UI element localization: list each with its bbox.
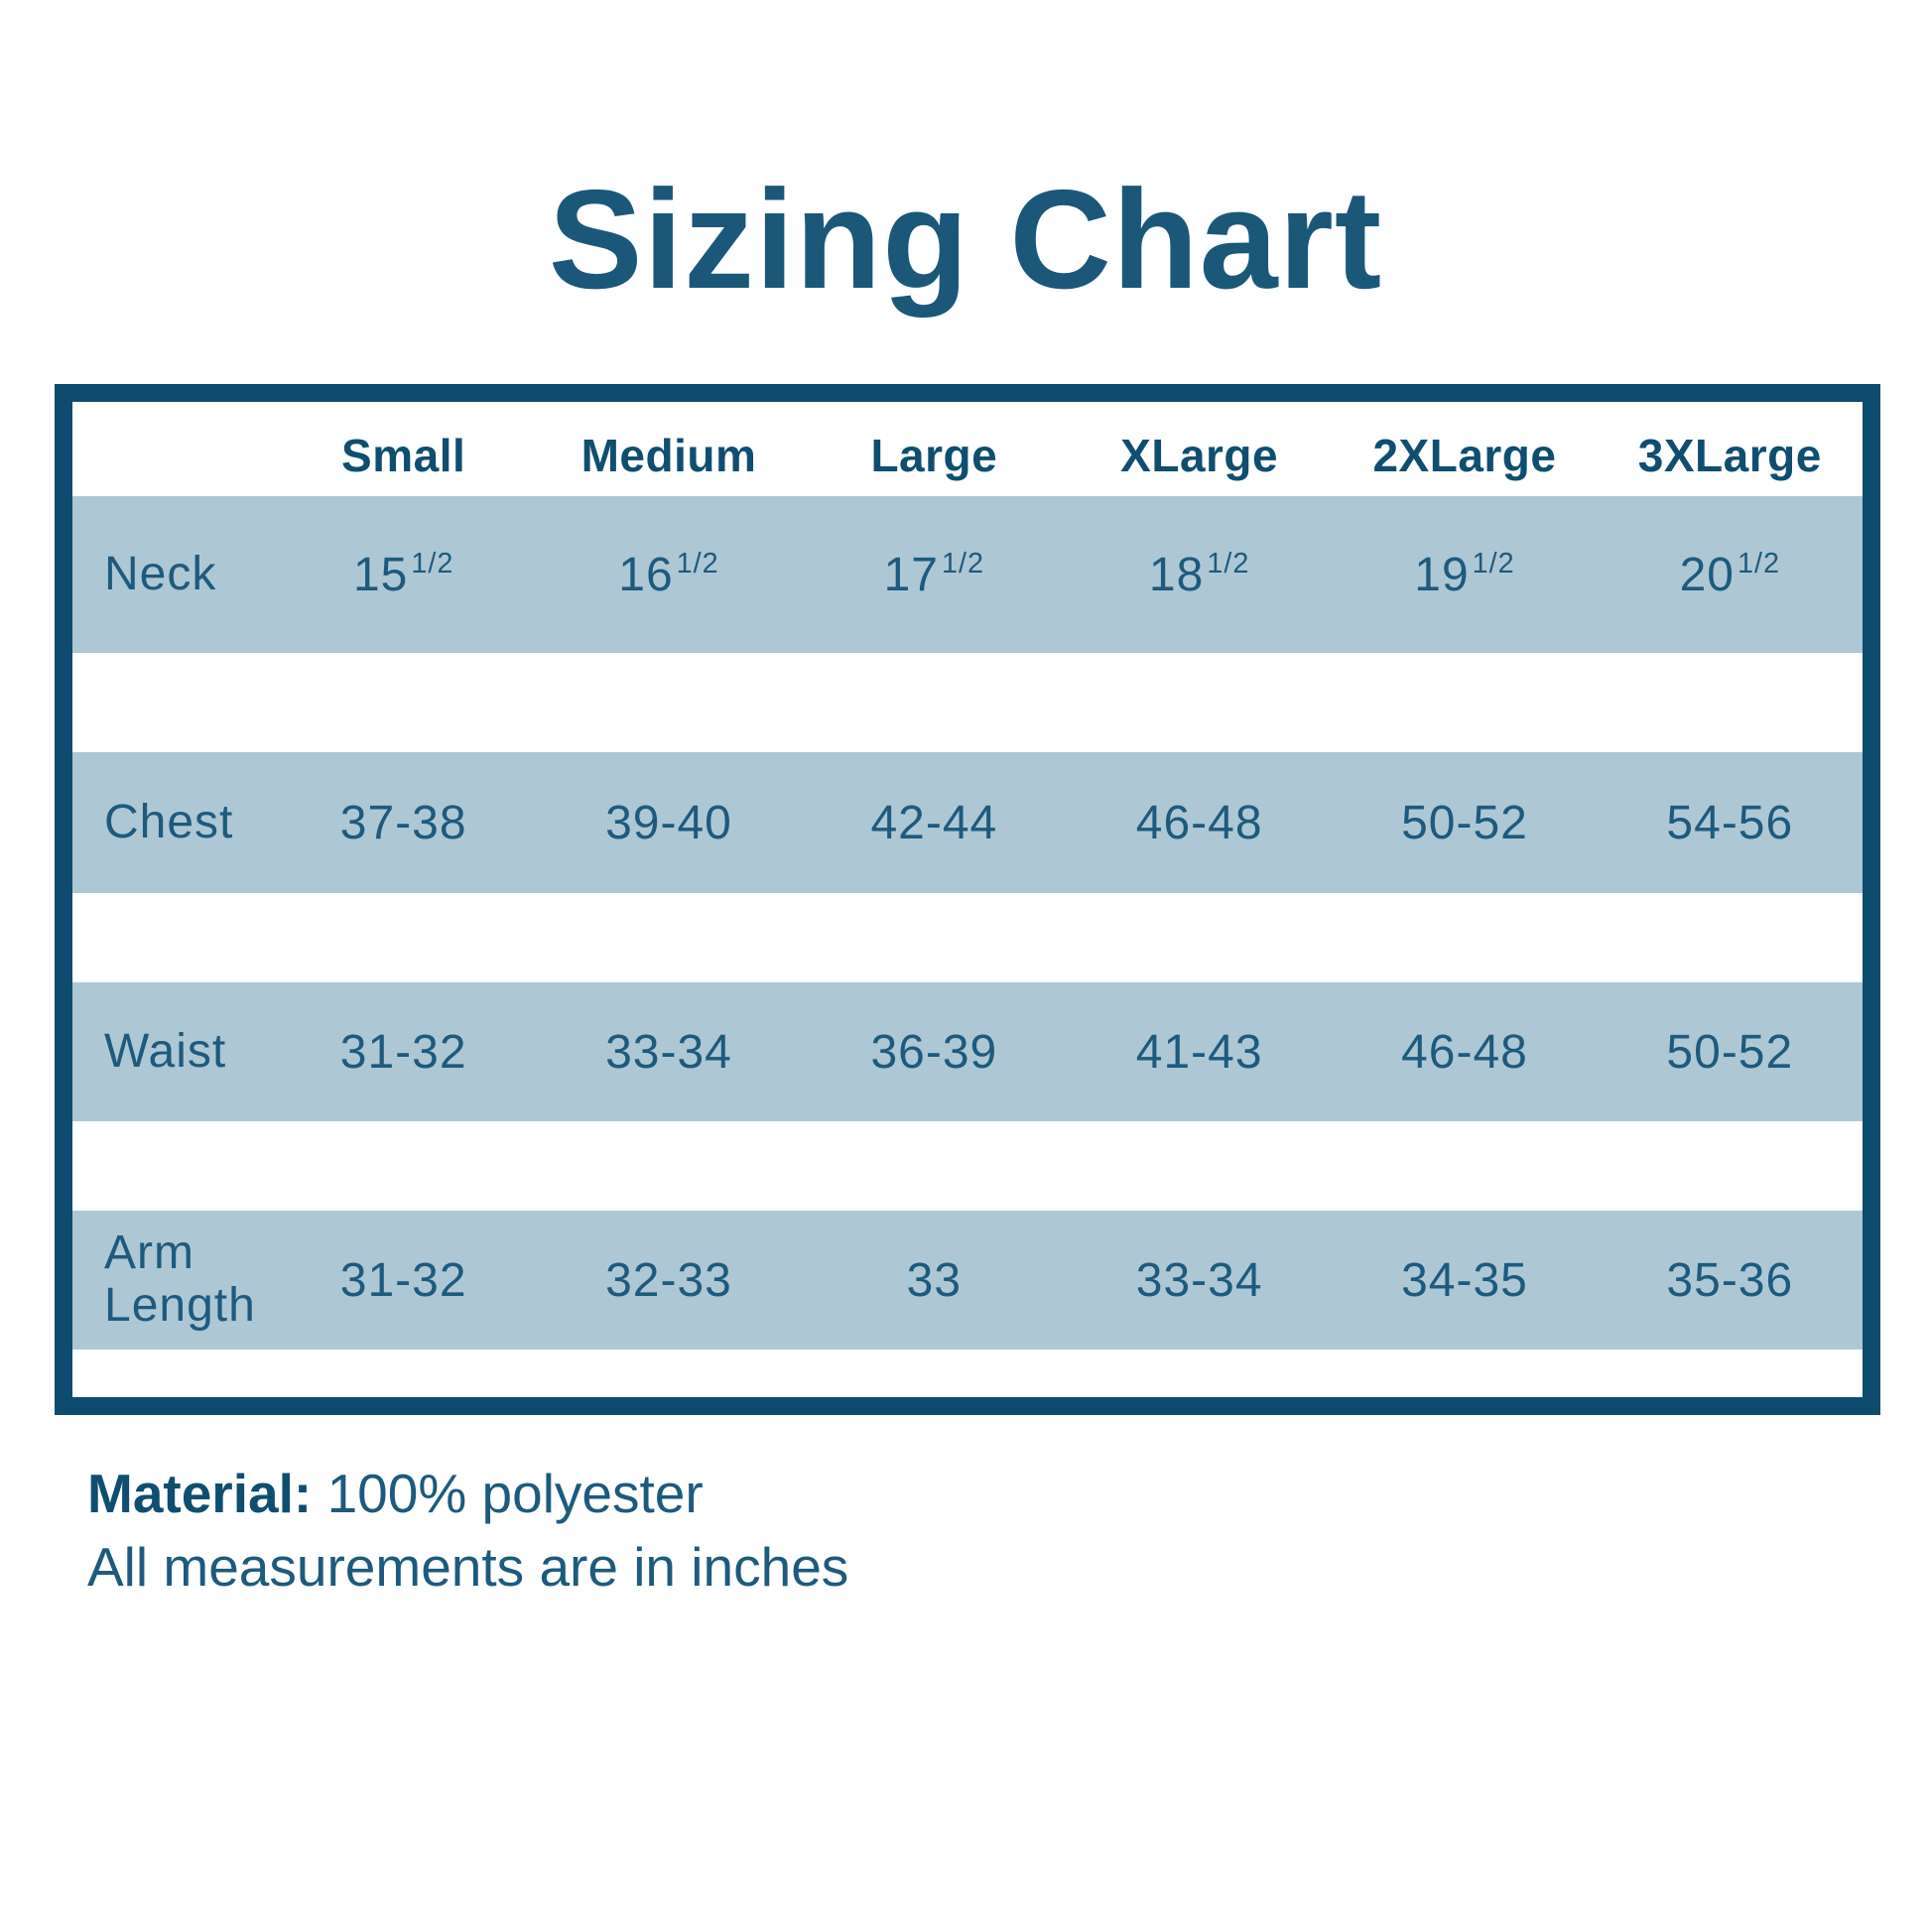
spacer-row — [72, 1121, 1863, 1211]
value-fraction: 1/2 — [1472, 547, 1515, 580]
value-fraction: 1/2 — [1207, 547, 1250, 580]
arm-length-value-xlarge: 33-34 — [1135, 1253, 1263, 1307]
material-value: 100% polyester — [326, 1463, 704, 1524]
value-whole: 19 — [1414, 548, 1470, 601]
arm-length-value-3xlarge: 35-36 — [1666, 1253, 1794, 1307]
value-whole: 20 — [1679, 548, 1735, 601]
chest-value-small: 37-38 — [339, 796, 467, 849]
chest-value-2xlarge: 50-52 — [1401, 796, 1528, 849]
neck-value-small: 15 1/2 — [271, 548, 536, 602]
column-header-large: Large — [870, 430, 998, 481]
arm-length-value-large: 33 — [906, 1253, 963, 1307]
row-label-waist: Waist — [104, 1024, 227, 1078]
page-title: Sizing Chart — [548, 161, 1383, 319]
material-label: Material: — [87, 1463, 313, 1524]
table-header-row: Small Medium Large XLarge 2XLarge 3XLarg… — [72, 402, 1863, 496]
column-header-small: Small — [341, 430, 466, 481]
measurements-note: All measurements are in inches — [87, 1536, 849, 1598]
value-fraction: 1/2 — [411, 547, 454, 580]
footer-notes: Material: 100% polyester All measurements… — [87, 1457, 848, 1604]
value-whole: 17 — [883, 548, 939, 601]
waist-value-xlarge: 41-43 — [1135, 1025, 1263, 1079]
value-whole: 18 — [1148, 548, 1205, 601]
value-whole: 15 — [352, 548, 409, 601]
value-whole: 16 — [618, 548, 674, 601]
neck-value-xlarge: 18 1/2 — [1067, 548, 1332, 602]
chest-value-xlarge: 46-48 — [1135, 796, 1263, 849]
table-row-neck: Neck 15 1/2 16 1/2 17 1/2 18 1/2 19 1/2 20 1/2 — [72, 496, 1863, 653]
waist-value-2xlarge: 46-48 — [1401, 1025, 1528, 1079]
arm-length-value-small: 31-32 — [339, 1253, 467, 1307]
chest-value-3xlarge: 54-56 — [1666, 796, 1794, 849]
neck-value-2xlarge: 19 1/2 — [1332, 548, 1597, 602]
row-label-arm-length: Arm Length — [104, 1226, 256, 1332]
chest-value-large: 42-44 — [870, 796, 998, 849]
arm-length-value-2xlarge: 34-35 — [1401, 1253, 1528, 1307]
arm-length-value-medium: 32-33 — [605, 1253, 732, 1307]
column-header-medium: Medium — [580, 430, 757, 481]
neck-value-3xlarge: 20 1/2 — [1598, 548, 1863, 602]
value-fraction: 1/2 — [676, 547, 719, 580]
table-row-arm-length: Arm Length 31-32 32-33 33 33-34 34-35 35… — [72, 1211, 1863, 1350]
waist-value-3xlarge: 50-52 — [1666, 1025, 1794, 1079]
column-header-xlarge: XLarge — [1120, 430, 1279, 481]
row-label-chest: Chest — [104, 795, 234, 848]
table-row-waist: Waist 31-32 33-34 36-39 41-43 46-48 50-5… — [72, 982, 1863, 1121]
chest-value-medium: 39-40 — [605, 796, 732, 849]
waist-value-small: 31-32 — [339, 1025, 467, 1079]
spacer-row — [72, 1350, 1863, 1397]
value-fraction: 1/2 — [941, 547, 985, 580]
material-line: Material: 100% polyester — [87, 1457, 848, 1530]
row-label-neck: Neck — [104, 547, 217, 600]
column-header-3xlarge: 3XLarge — [1637, 430, 1822, 481]
neck-value-medium: 16 1/2 — [536, 548, 801, 602]
neck-value-large: 17 1/2 — [802, 548, 1067, 602]
value-fraction: 1/2 — [1737, 547, 1781, 580]
column-header-2xlarge: 2XLarge — [1372, 430, 1557, 481]
spacer-row — [72, 893, 1863, 982]
spacer-row — [72, 653, 1863, 752]
sizing-table: Small Medium Large XLarge 2XLarge 3XLarg… — [55, 384, 1880, 1415]
table-row-chest: Chest 37-38 39-40 42-44 46-48 50-52 54-5… — [72, 752, 1863, 893]
waist-value-medium: 33-34 — [605, 1025, 732, 1079]
waist-value-large: 36-39 — [870, 1025, 998, 1079]
